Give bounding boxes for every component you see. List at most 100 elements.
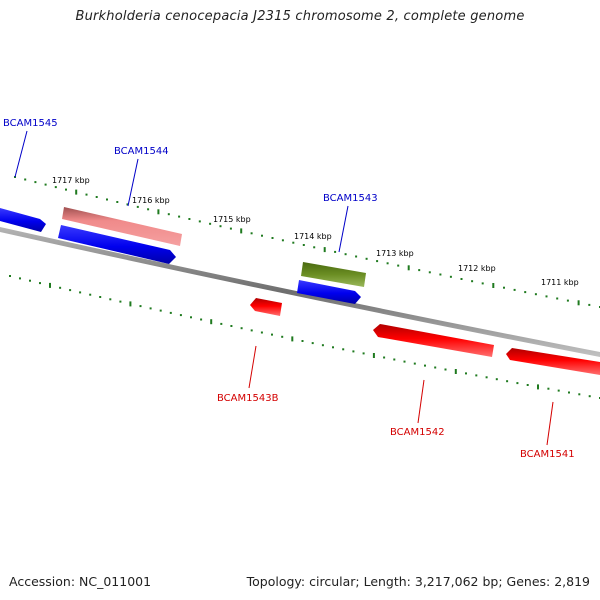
minor-tick <box>109 298 112 301</box>
minor-tick <box>106 198 108 201</box>
minor-tick <box>281 239 284 242</box>
gene-arrow[interactable] <box>58 225 176 264</box>
minor-tick <box>85 193 88 196</box>
minor-tick <box>219 225 222 228</box>
minor-tick <box>516 382 519 385</box>
minor-tick <box>534 293 537 296</box>
leader-line <box>546 401 554 446</box>
minor-tick <box>376 260 379 263</box>
minor-tick <box>475 374 478 377</box>
gene-label-bcam1543b[interactable]: BCAM1543B <box>217 393 279 404</box>
gene-arrow[interactable] <box>250 298 282 316</box>
gene-bcam1544-pink[interactable] <box>62 207 182 246</box>
gene-bcam1543[interactable] <box>297 280 361 304</box>
minor-tick <box>54 186 57 189</box>
major-tick <box>240 228 243 234</box>
major-tick <box>291 336 294 342</box>
minor-tick <box>260 331 263 334</box>
minor-tick <box>116 201 119 203</box>
minor-tick <box>386 262 389 265</box>
tick-label: 1712 kbp <box>458 264 496 273</box>
minor-tick <box>302 244 305 246</box>
minor-tick <box>495 378 498 381</box>
minor-tick <box>79 291 82 294</box>
minor-tick <box>119 300 122 303</box>
map-title: Burkholderia cenocepacia J2315 chromosom… <box>75 9 525 24</box>
minor-tick <box>397 264 400 267</box>
gene-label-bcam1543[interactable]: BCAM1543 <box>323 193 378 204</box>
minor-tick <box>566 299 569 302</box>
minor-tick <box>313 246 316 249</box>
minor-tick <box>169 311 172 314</box>
minor-tick <box>147 208 150 211</box>
gene-label-bcam1545[interactable]: BCAM1545 <box>3 118 58 129</box>
inner-tick-marks <box>9 275 600 399</box>
minor-tick <box>9 275 11 277</box>
minor-tick <box>321 344 324 347</box>
minor-tick <box>342 348 345 351</box>
label-leader-lines <box>14 130 554 446</box>
minor-tick <box>250 232 253 235</box>
minor-tick <box>230 325 233 327</box>
minor-tick <box>271 333 273 336</box>
minor-tick <box>485 376 488 379</box>
tick-label: 1713 kbp <box>376 249 414 258</box>
minor-tick <box>281 335 284 338</box>
tick-label: 1715 kbp <box>213 215 251 224</box>
minor-tick <box>352 350 355 353</box>
minor-tick <box>39 282 41 285</box>
major-tick <box>407 265 410 271</box>
minor-tick <box>149 307 152 310</box>
leader-line <box>417 379 425 424</box>
gene-bcam1542[interactable] <box>373 324 494 357</box>
minor-tick <box>503 286 505 289</box>
gene-label-bcam1541[interactable]: BCAM1541 <box>520 449 575 460</box>
major-tick <box>129 301 132 307</box>
minor-tick <box>547 387 550 390</box>
minor-tick <box>403 360 406 363</box>
minor-tick <box>261 234 263 237</box>
minor-tick <box>588 395 591 398</box>
minor-tick <box>198 220 201 223</box>
gene-arrow[interactable] <box>0 208 46 232</box>
minor-tick <box>526 384 529 386</box>
gene-arrow[interactable] <box>301 262 366 287</box>
minor-tick <box>99 296 102 298</box>
gene-arrow[interactable] <box>62 207 182 246</box>
minor-tick <box>460 278 463 280</box>
major-tick <box>372 353 375 358</box>
minor-tick <box>250 329 253 332</box>
tick-label: 1711 kbp <box>541 278 579 287</box>
gene-bcam1544[interactable] <box>58 225 176 264</box>
gene-arrow[interactable] <box>297 280 361 304</box>
gene-label-bcam1542[interactable]: BCAM1542 <box>390 427 445 438</box>
minor-tick <box>481 282 484 285</box>
minor-tick <box>332 346 334 349</box>
minor-tick <box>444 368 447 371</box>
minor-tick <box>413 362 416 365</box>
minor-tick <box>362 352 365 355</box>
gene-bcam1543b[interactable] <box>250 298 282 316</box>
gene-arrow[interactable] <box>506 348 600 375</box>
gene-bcam1545[interactable] <box>0 208 46 232</box>
gene-bcam1543-olive[interactable] <box>301 262 366 287</box>
minor-tick <box>159 309 162 312</box>
minor-tick <box>471 280 474 283</box>
minor-tick <box>355 255 358 258</box>
minor-tick <box>449 275 452 278</box>
minor-tick <box>588 303 591 306</box>
minor-tick <box>139 305 142 308</box>
minor-tick <box>568 391 570 394</box>
gene-bcam1541[interactable] <box>506 348 600 375</box>
tick-label: 1716 kbp <box>132 196 170 205</box>
gene-arrow[interactable] <box>373 324 494 357</box>
minor-tick <box>69 289 72 292</box>
accession-text: Accession: NC_011001 <box>9 574 152 589</box>
major-tick <box>492 283 495 288</box>
gene-label-bcam1544[interactable]: BCAM1544 <box>114 146 169 157</box>
minor-tick <box>19 277 21 280</box>
minor-tick <box>220 322 223 325</box>
minor-tick <box>506 380 509 383</box>
minor-tick <box>65 188 67 191</box>
leader-line <box>248 345 257 389</box>
